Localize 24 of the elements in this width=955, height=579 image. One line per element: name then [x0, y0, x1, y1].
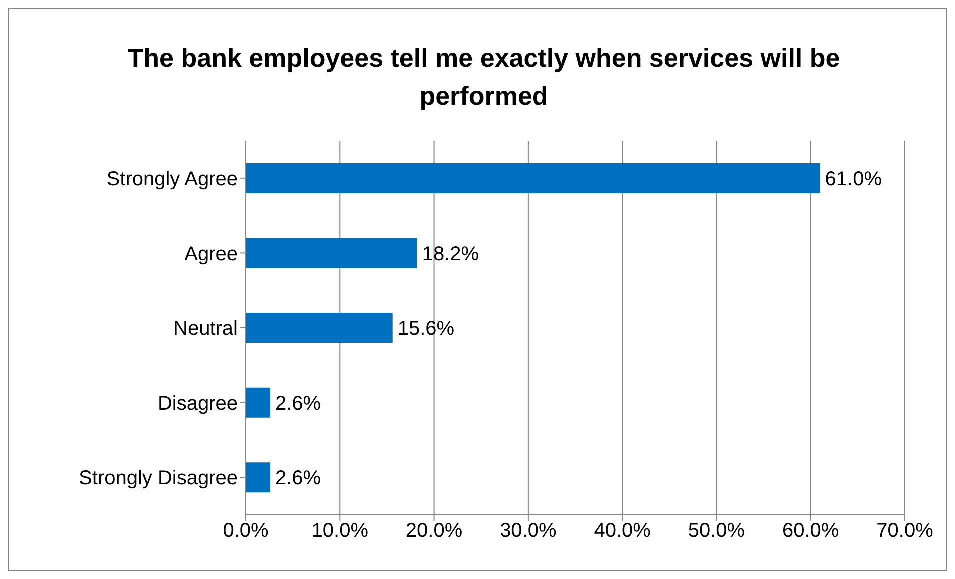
x-tick-label: 70.0% [876, 520, 934, 542]
x-tick-label: 20.0% [406, 520, 463, 542]
x-tick-label: 50.0% [688, 520, 746, 542]
data-label: 15.6% [398, 318, 455, 340]
bar [246, 388, 270, 418]
y-tick-label: Strongly Disagree [79, 468, 238, 490]
data-label: 18.2% [422, 243, 480, 266]
x-tick-label: 30.0% [500, 520, 557, 542]
x-tick-label: 0.0% [223, 520, 270, 542]
x-tick-label: 10.0% [312, 520, 369, 542]
y-tick-label: Disagree [158, 392, 238, 415]
y-tick-label: Agree [184, 243, 238, 266]
bar [246, 238, 418, 268]
x-tick-label: 40.0% [594, 520, 652, 542]
bar [246, 313, 393, 344]
bar [246, 163, 820, 194]
data-label: 2.6% [275, 468, 322, 490]
x-tick-label: 60.0% [782, 520, 840, 542]
chart-title: The bank employees tell me exactly when services will be performed [126, 42, 842, 113]
y-tick-label: Strongly Agree [106, 168, 238, 190]
bar [246, 462, 270, 493]
data-label: 61.0% [825, 168, 882, 191]
data-label: 2.6% [275, 392, 322, 415]
y-tick-label: Neutral [174, 318, 238, 340]
